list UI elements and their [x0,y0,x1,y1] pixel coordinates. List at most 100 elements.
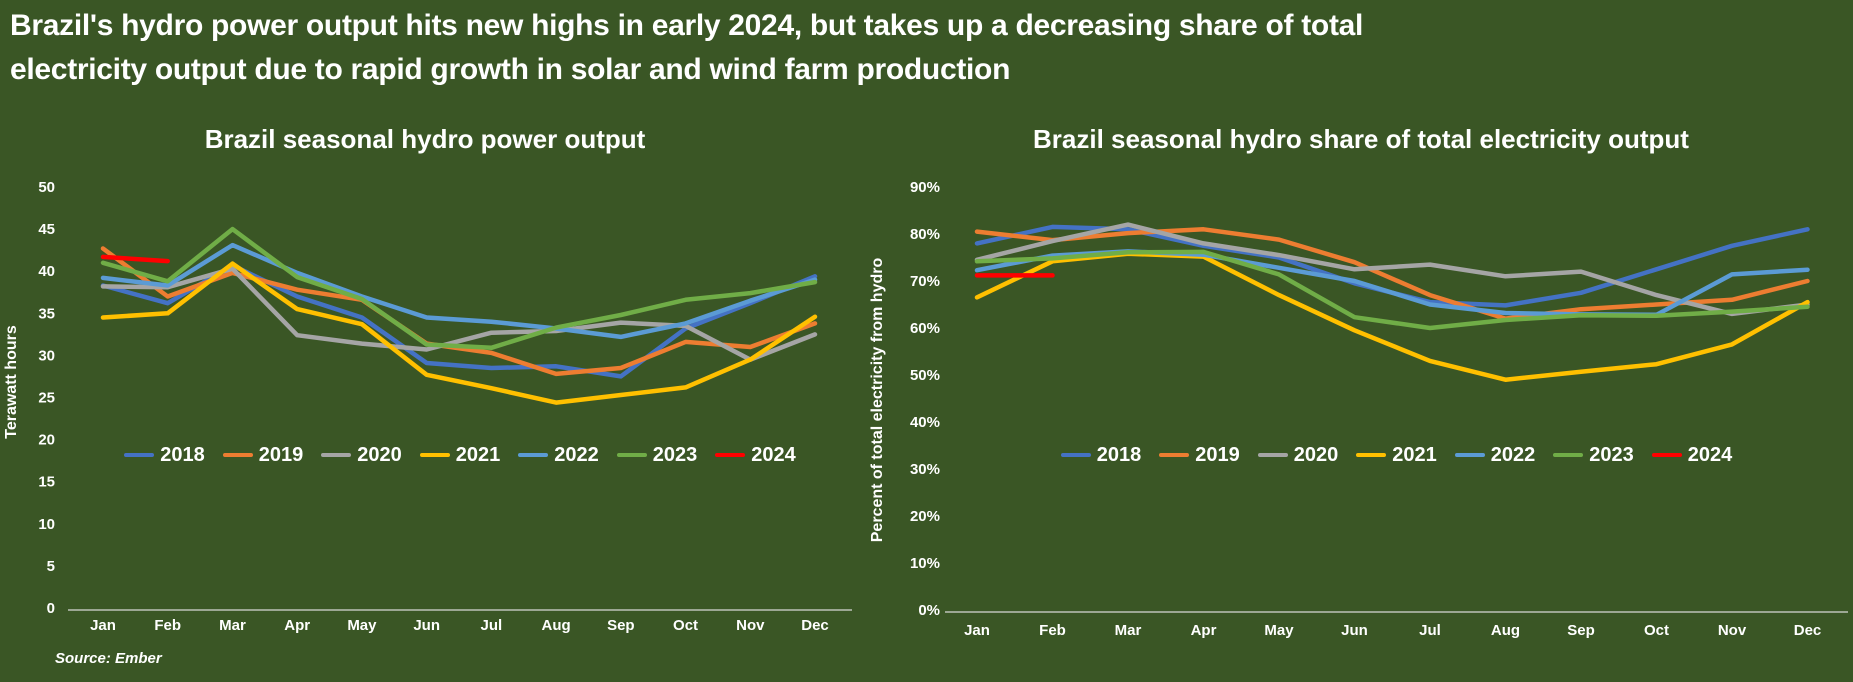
legend-label-2020: 2020 [1293,443,1339,466]
y-tick-label: 35 [38,305,55,322]
x-tick-label: Aug [1491,622,1520,639]
x-tick-label: May [1264,622,1294,639]
y-tick-label: 0 [47,600,55,617]
x-tick-label: Jun [413,617,440,634]
x-tick-label: Jul [481,617,503,634]
legend-item-2020: 2020 [321,444,402,467]
legend-swatch-2023 [616,453,647,457]
legend-label-2021: 2021 [1392,443,1437,466]
main-title-line-2: electricity output due to rapid growth i… [10,53,1011,86]
legend-swatch-2023 [1553,453,1584,457]
legend-swatch-2024 [715,453,746,457]
series-2022-line [100,242,818,340]
plot-area: 0 5 10 15 20 25 30 35 40 45 50 Jan Feb Mar Apr May Jun Ju… [3,124,852,634]
series-2021-line [100,261,818,405]
y-tick-label: 25 [38,390,55,407]
x-tick-label: Aug [542,617,571,634]
x-tick-label: Jun [1341,622,1368,639]
legend-swatch-2019 [1159,453,1190,457]
y-tick-label: 60% [910,320,940,337]
y-tick-label: 5 [47,558,55,575]
legend-item-2022: 2022 [1454,443,1536,467]
y-tick-label: 40% [910,414,940,431]
plot-area: 0% 10% 20% 30% 40% 50% 60% 70% 80% 90% Jan Feb Mar Ap… [870,124,1848,639]
x-tick-label: Feb [154,617,181,634]
legend: 2018 2019 2020 2021 2022 2023 2024 [68,442,852,468]
x-tick-label: Oct [673,617,698,634]
legend: 2018 2019 2020 2021 2022 2023 2024 [945,442,1848,468]
x-tick-label: Apr [1191,622,1217,639]
x-tick-label: Sep [1567,622,1595,639]
legend-label-2021: 2021 [455,443,501,466]
chart-hydro-output: 0 5 10 15 20 25 30 35 40 45 50 Jan Feb Mar Apr May Jun Ju… [0,110,870,682]
legend-item-2023: 2023 [616,443,698,467]
x-tick-label: Oct [1644,622,1669,639]
series-2019-line [100,246,818,377]
legend-item-2024: 2024 [1651,443,1733,467]
series-2019-line [974,227,1810,321]
series-2020-line [974,222,1810,317]
y-tick-label: 10 [38,516,55,533]
legend-item-2018: 2018 [124,444,205,467]
legend-swatch-2021 [419,453,450,457]
legend-label-2019: 2019 [1195,443,1240,466]
x-tick-label: Mar [1115,622,1142,639]
x-tick-label: May [347,617,377,634]
legend-item-2020: 2020 [1257,443,1339,467]
legend-swatch-2024 [1651,453,1682,457]
chart-hydro-share: 0% 10% 20% 30% 40% 50% 60% 70% 80% 90% Jan Feb Mar Ap… [870,110,1853,682]
series-2023-line [100,226,818,351]
legend-item-2024: 2024 [715,444,796,467]
x-tick-label: Jan [90,617,116,634]
y-axis-label: Terawatt hours [3,325,20,439]
legend-item-2018: 2018 [1060,443,1142,467]
x-tick-label: Apr [284,617,310,634]
legend-item-2022: 2022 [518,444,599,467]
legend-swatch-2020 [1257,453,1288,457]
legend-swatch-2018 [1060,453,1091,457]
x-tick-label: Dec [1794,622,1822,639]
x-tick-label: Sep [607,617,635,634]
legend-swatch-2021 [1356,453,1387,457]
legend-item-2023: 2023 [1553,444,1634,467]
legend-label-2023: 2023 [1589,443,1634,466]
x-tick-label: Jul [1419,622,1441,639]
main-title-line-1: Brazil's hydro power output hits new hig… [10,9,1364,42]
y-tick-label: 20% [910,508,940,525]
legend-label-2023: 2023 [652,443,698,466]
y-tick-label: 90% [910,179,940,196]
legend-item-2021: 2021 [419,443,501,467]
y-tick-label: 50% [910,367,940,384]
legend-label-2018: 2018 [1096,443,1142,466]
chart-title: Brazil seasonal hydro power output [205,124,646,154]
x-tick-label: Feb [1039,622,1066,639]
y-tick-label: 40 [38,263,55,280]
legend-item-2021: 2021 [1356,444,1437,467]
y-tick-label: 15 [38,474,55,491]
legend-label-2020: 2020 [357,443,402,466]
x-tick-label: Nov [736,617,765,634]
legend-label-2019: 2019 [258,443,304,466]
y-tick-label: 0% [918,602,940,619]
legend-label-2024: 2024 [1687,443,1733,466]
legend-label-2024: 2024 [751,443,796,466]
y-tick-label: 70% [910,273,940,290]
source-note: Source: Ember [55,650,162,667]
x-tick-label: Dec [801,617,829,634]
legend-label-2022: 2022 [1490,443,1536,466]
y-tick-label: 20 [38,432,55,449]
legend-label-2018: 2018 [160,443,205,466]
y-tick-label: 30% [910,461,940,478]
y-tick-label: 80% [910,226,940,243]
y-tick-label: 30 [38,347,55,364]
legend-label-2022: 2022 [554,443,599,466]
legend-swatch-2018 [124,453,155,457]
main-title: Brazil's hydro power output hits new hig… [10,4,1610,92]
y-tick-label: 45 [38,221,55,238]
y-axis-label: Percent of total electricity from hydro [870,258,886,543]
series-2024-line [100,254,170,264]
chart-title: Brazil seasonal hydro share of total ele… [1033,124,1689,154]
legend-item-2019: 2019 [222,443,304,467]
series-2023-line [974,249,1810,331]
